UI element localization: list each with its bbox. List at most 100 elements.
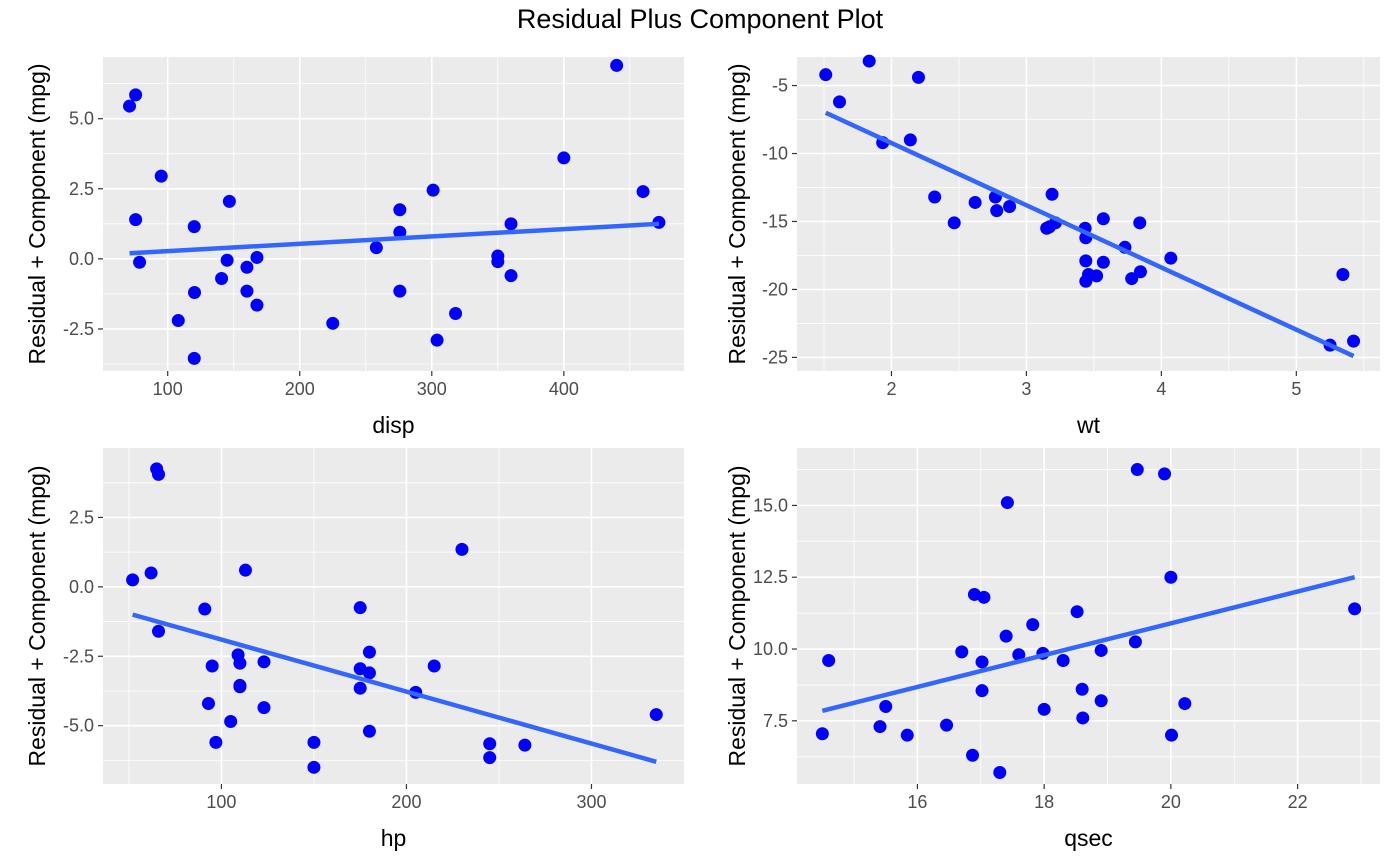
x-tick-label: 16 <box>907 792 927 812</box>
fit-line <box>824 110 1355 359</box>
data-point <box>240 284 254 298</box>
data-point <box>1094 694 1108 708</box>
data-point <box>483 737 497 751</box>
y-tick-label: -2.5 <box>63 646 94 666</box>
y-tick-label: 2.5 <box>69 507 94 527</box>
data-point <box>903 133 917 147</box>
data-point <box>975 655 989 669</box>
data-point <box>222 194 236 208</box>
data-point <box>449 307 463 321</box>
data-point <box>129 213 143 227</box>
data-point <box>426 183 440 197</box>
data-point <box>610 58 624 72</box>
data-point <box>393 203 407 217</box>
data-point <box>1165 728 1179 742</box>
data-point <box>1003 200 1017 214</box>
data-point <box>154 169 168 183</box>
data-point <box>990 204 1004 218</box>
panel-background <box>797 57 1380 371</box>
y-axis-label: Residual + Component (mpg) <box>24 465 50 766</box>
x-tick-label: 22 <box>1288 792 1308 812</box>
y-tick-label: -5 <box>772 76 788 96</box>
data-point <box>879 699 893 713</box>
data-point <box>977 590 991 604</box>
x-tick-label: 18 <box>1034 792 1054 812</box>
data-point <box>968 195 982 209</box>
data-point <box>257 655 271 669</box>
data-point <box>430 333 444 347</box>
data-point <box>126 573 140 587</box>
data-point <box>1079 254 1093 268</box>
data-point <box>1045 187 1059 201</box>
panel-background <box>103 448 684 784</box>
data-point <box>993 766 1007 780</box>
data-point <box>307 760 321 774</box>
y-tick-label: 12.5 <box>753 567 788 587</box>
y-tick-label: 5.0 <box>69 109 94 129</box>
data-point <box>188 286 202 299</box>
data-point <box>307 735 321 749</box>
x-tick-label: 100 <box>153 379 183 399</box>
x-tick-label: 20 <box>1161 792 1181 812</box>
page-title: Residual Plus Component Plot <box>516 4 884 34</box>
x-tick-label: 5 <box>1291 379 1301 399</box>
data-point <box>557 151 571 165</box>
data-point <box>1347 334 1361 348</box>
fit-line <box>129 221 660 256</box>
data-point <box>1012 648 1026 662</box>
data-point <box>215 271 229 285</box>
data-point <box>975 684 989 698</box>
data-point <box>233 680 247 694</box>
y-tick-label: 10.0 <box>753 639 788 659</box>
x-axis-label: qsec <box>1064 825 1113 851</box>
data-point <box>1130 463 1144 477</box>
data-point <box>129 88 143 102</box>
data-point <box>257 701 271 715</box>
data-point <box>393 225 407 239</box>
data-point <box>1125 272 1139 286</box>
y-tick-label: -10 <box>762 144 788 164</box>
data-point <box>152 624 166 638</box>
x-tick-label: 200 <box>391 792 421 812</box>
y-axis-label: Residual + Component (mpg) <box>724 63 750 364</box>
panel-hp: 100 200 300 -5.0 -2.5 0.0 2.5 hp Residual + Comp… <box>24 448 684 851</box>
data-point <box>999 629 1013 643</box>
data-point <box>427 659 441 673</box>
data-point <box>133 255 147 269</box>
panel-disp: 100 200 300 400 -2.5 0.0 2.5 5.0 disp Residual + … <box>24 57 684 438</box>
data-point <box>220 253 234 267</box>
data-point <box>940 718 954 732</box>
data-point <box>1348 602 1362 616</box>
data-point <box>822 654 836 668</box>
y-tick-label: -15 <box>762 211 788 231</box>
data-point <box>353 681 367 695</box>
data-point <box>250 250 264 264</box>
x-tick-label: 300 <box>417 379 447 399</box>
data-point <box>201 696 215 710</box>
x-axis-label: hp <box>381 825 407 851</box>
data-point <box>1070 605 1084 619</box>
data-point <box>900 728 914 742</box>
data-point <box>1178 697 1192 711</box>
data-point <box>123 99 137 113</box>
data-point <box>393 284 407 298</box>
data-point <box>1164 251 1178 265</box>
data-point <box>518 738 532 752</box>
data-point <box>1133 216 1147 230</box>
data-point <box>649 708 663 722</box>
data-point <box>250 298 264 312</box>
data-point <box>1336 267 1350 281</box>
y-tick-label: 2.5 <box>69 179 94 199</box>
y-tick-label: -2.5 <box>63 319 94 339</box>
data-point <box>233 656 247 670</box>
data-point <box>1075 682 1089 696</box>
data-point <box>947 216 961 230</box>
data-point <box>1158 467 1172 481</box>
data-point <box>636 185 650 199</box>
data-point <box>1000 496 1014 510</box>
fit-line <box>131 612 657 764</box>
x-tick-label: 200 <box>285 379 315 399</box>
data-point <box>1133 265 1147 279</box>
data-point <box>238 563 252 577</box>
